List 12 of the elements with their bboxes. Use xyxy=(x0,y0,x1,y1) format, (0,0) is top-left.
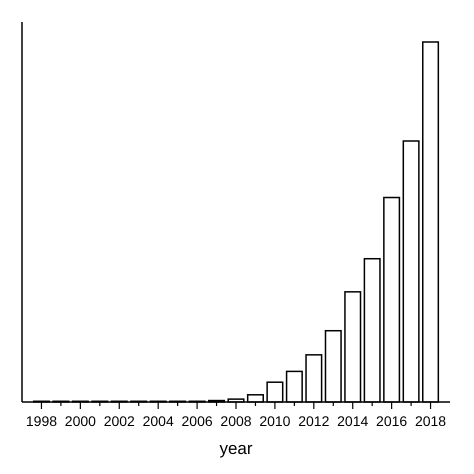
x-tick-label: 1998 xyxy=(26,413,58,429)
x-tick-label: 2004 xyxy=(142,413,174,429)
x-tick-label: 2014 xyxy=(337,413,369,429)
x-tick-label: 2018 xyxy=(414,413,446,429)
x-tick-label: 2002 xyxy=(104,413,136,429)
x-tick-label: 2016 xyxy=(376,413,408,429)
x-tick-label: 2006 xyxy=(182,413,213,429)
x-axis-title: year xyxy=(219,439,253,458)
x-tick-label: 2012 xyxy=(298,413,330,429)
x-tick-label: 2010 xyxy=(259,413,291,429)
x-tick-label: 2008 xyxy=(220,413,252,429)
x-tick-label: 2000 xyxy=(64,413,96,429)
